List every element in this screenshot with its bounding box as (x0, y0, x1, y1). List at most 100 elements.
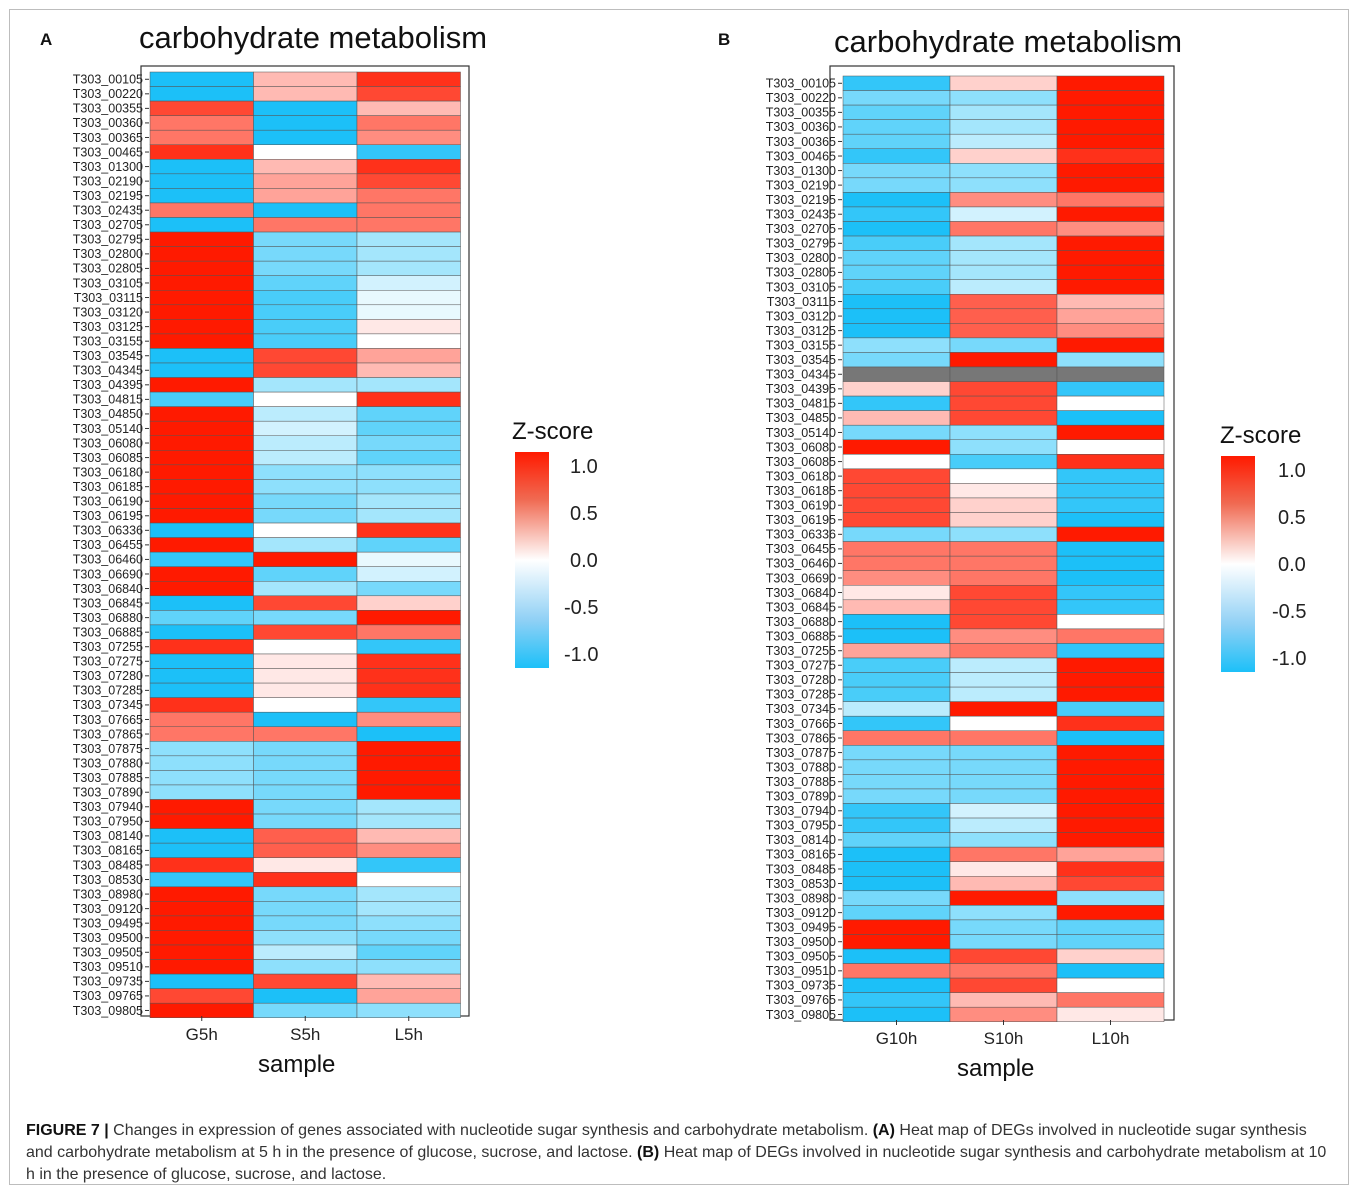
heatmap-a: T303_00105T303_00220T303_00355T303_00360… (73, 65, 470, 1044)
row-label-b: T303_06190 (766, 499, 836, 513)
heatmap-cell-a (149, 450, 254, 466)
row-label-b: T303_02435 (766, 208, 836, 222)
row-label-b: T303_07865 (766, 731, 836, 745)
row-label-a: T303_06690 (73, 567, 143, 581)
heatmap-cell-a (149, 784, 254, 800)
chart-title-a: carbohydrate metabolism (139, 20, 488, 55)
heatmap-cell-b (842, 570, 951, 586)
heatmap-cell-b (949, 133, 1058, 149)
heatmap-cell-b (949, 657, 1058, 673)
heatmap-cell-a (149, 144, 254, 160)
heatmap-cell-a (253, 348, 358, 364)
heatmap-cell-a (149, 202, 254, 218)
heatmap-cell-a (253, 246, 358, 262)
heatmap-cell-a (356, 246, 461, 262)
heatmap-cell-b (842, 483, 951, 499)
heatmap-cell-b (1056, 308, 1165, 324)
row-label-b: T303_09805 (766, 1008, 836, 1022)
heatmap-cell-b (1056, 890, 1165, 906)
row-label-a: T303_02435 (73, 204, 143, 218)
row-label-b: T303_06840 (766, 586, 836, 600)
heatmap-cell-b (949, 992, 1058, 1008)
figure-frame (9, 9, 1349, 1185)
heatmap-cell-a (253, 159, 358, 175)
row-label-b: T303_08165 (766, 848, 836, 862)
row-label-b: T303_00355 (766, 106, 836, 120)
heatmap-cell-a (149, 348, 254, 364)
heatmap-panel-a: A carbohydrate metabolism T303_00105 T303… (0, 0, 680, 1100)
heatmap-cell-a (253, 857, 358, 873)
heatmap-cell-a (356, 653, 461, 669)
heatmap-cell-a (149, 799, 254, 815)
heatmap-cell-a (253, 610, 358, 626)
row-label-b: T303_02805 (766, 266, 836, 280)
heatmap-cell-a (149, 566, 254, 582)
heatmap-cell-b (842, 133, 951, 149)
row-label-a: T303_06845 (73, 596, 143, 610)
row-label-a: T303_09495 (73, 916, 143, 930)
heatmap-cell-b (842, 861, 951, 877)
heatmap-cell-b (842, 628, 951, 644)
heatmap-cell-b (949, 832, 1058, 848)
heatmap-cell-b (842, 657, 951, 673)
heatmap-cell-a (356, 842, 461, 858)
heatmap-cell-a (149, 581, 254, 597)
row-label-b: T303_02190 (766, 178, 836, 192)
heatmap-cell-b (949, 701, 1058, 717)
heatmap-cell-a (253, 872, 358, 888)
heatmap-cell-b (842, 206, 951, 222)
row-label-b: T303_06336 (766, 528, 836, 542)
row-label-b: T303_05140 (766, 426, 836, 440)
heatmap-cell-b (949, 250, 1058, 266)
row-label-a: T303_03125 (73, 320, 143, 334)
heatmap-cell-b (949, 381, 1058, 397)
row-label-a: T303_00105 (73, 73, 143, 87)
heatmap-cell-a (253, 144, 358, 160)
heatmap-cell-a (356, 188, 461, 204)
heatmap-cell-a (149, 842, 254, 858)
row-label-b: T303_08530 (766, 877, 836, 891)
row-label-a: T303_07875 (73, 742, 143, 756)
heatmap-cell-b (842, 774, 951, 790)
heatmap-cell-b (1056, 352, 1165, 368)
row-label-a: T303_09765 (73, 989, 143, 1003)
heatmap-cell-b (949, 599, 1058, 615)
row-label-b: T303_09505 (766, 950, 836, 964)
heatmap-cell-b (949, 643, 1058, 659)
heatmap-cell-b (949, 774, 1058, 790)
col-label-b: S10h (984, 1029, 1024, 1048)
heatmap-cell-a (149, 988, 254, 1004)
legend-colorbar-a (515, 452, 549, 668)
heatmap-cell-a (356, 173, 461, 189)
row-label-b: T303_03115 (767, 295, 836, 309)
heatmap-cell-a (356, 217, 461, 233)
heatmap-cell-b (949, 555, 1058, 571)
heatmap-cell-b (842, 235, 951, 251)
row-label-a: T303_08485 (73, 858, 143, 872)
heatmap-cell-b (1056, 585, 1165, 601)
row-label-b: T303_07885 (766, 775, 836, 789)
row-label-b: T303_03155 (766, 338, 836, 352)
row-label-a: T303_09500 (73, 931, 143, 945)
heatmap-cell-a (149, 217, 254, 233)
heatmap-cell-b (949, 686, 1058, 702)
heatmap-cell-a (253, 537, 358, 553)
heatmap-cell-b (842, 308, 951, 324)
row-label-b: T303_07880 (766, 760, 836, 774)
row-label-a: T303_00360 (73, 116, 143, 130)
heatmap-cell-b (949, 75, 1058, 91)
heatmap-cell-a (149, 726, 254, 742)
row-label-b: T303_03120 (766, 309, 836, 323)
row-label-b: T303_02195 (766, 193, 836, 207)
heatmap-cell-a (253, 304, 358, 320)
row-label-b: T303_01300 (766, 164, 836, 178)
heatmap-cell-a (149, 973, 254, 989)
heatmap-cell-a (149, 697, 254, 713)
row-label-b: T303_00105 (766, 77, 836, 91)
row-label-b: T303_09765 (766, 993, 836, 1007)
heatmap-cell-b (842, 512, 951, 528)
heatmap-cell-a (356, 435, 461, 451)
row-label-b: T303_00465 (766, 149, 836, 163)
heatmap-cell-b (949, 977, 1058, 993)
heatmap-cell-a (149, 711, 254, 728)
